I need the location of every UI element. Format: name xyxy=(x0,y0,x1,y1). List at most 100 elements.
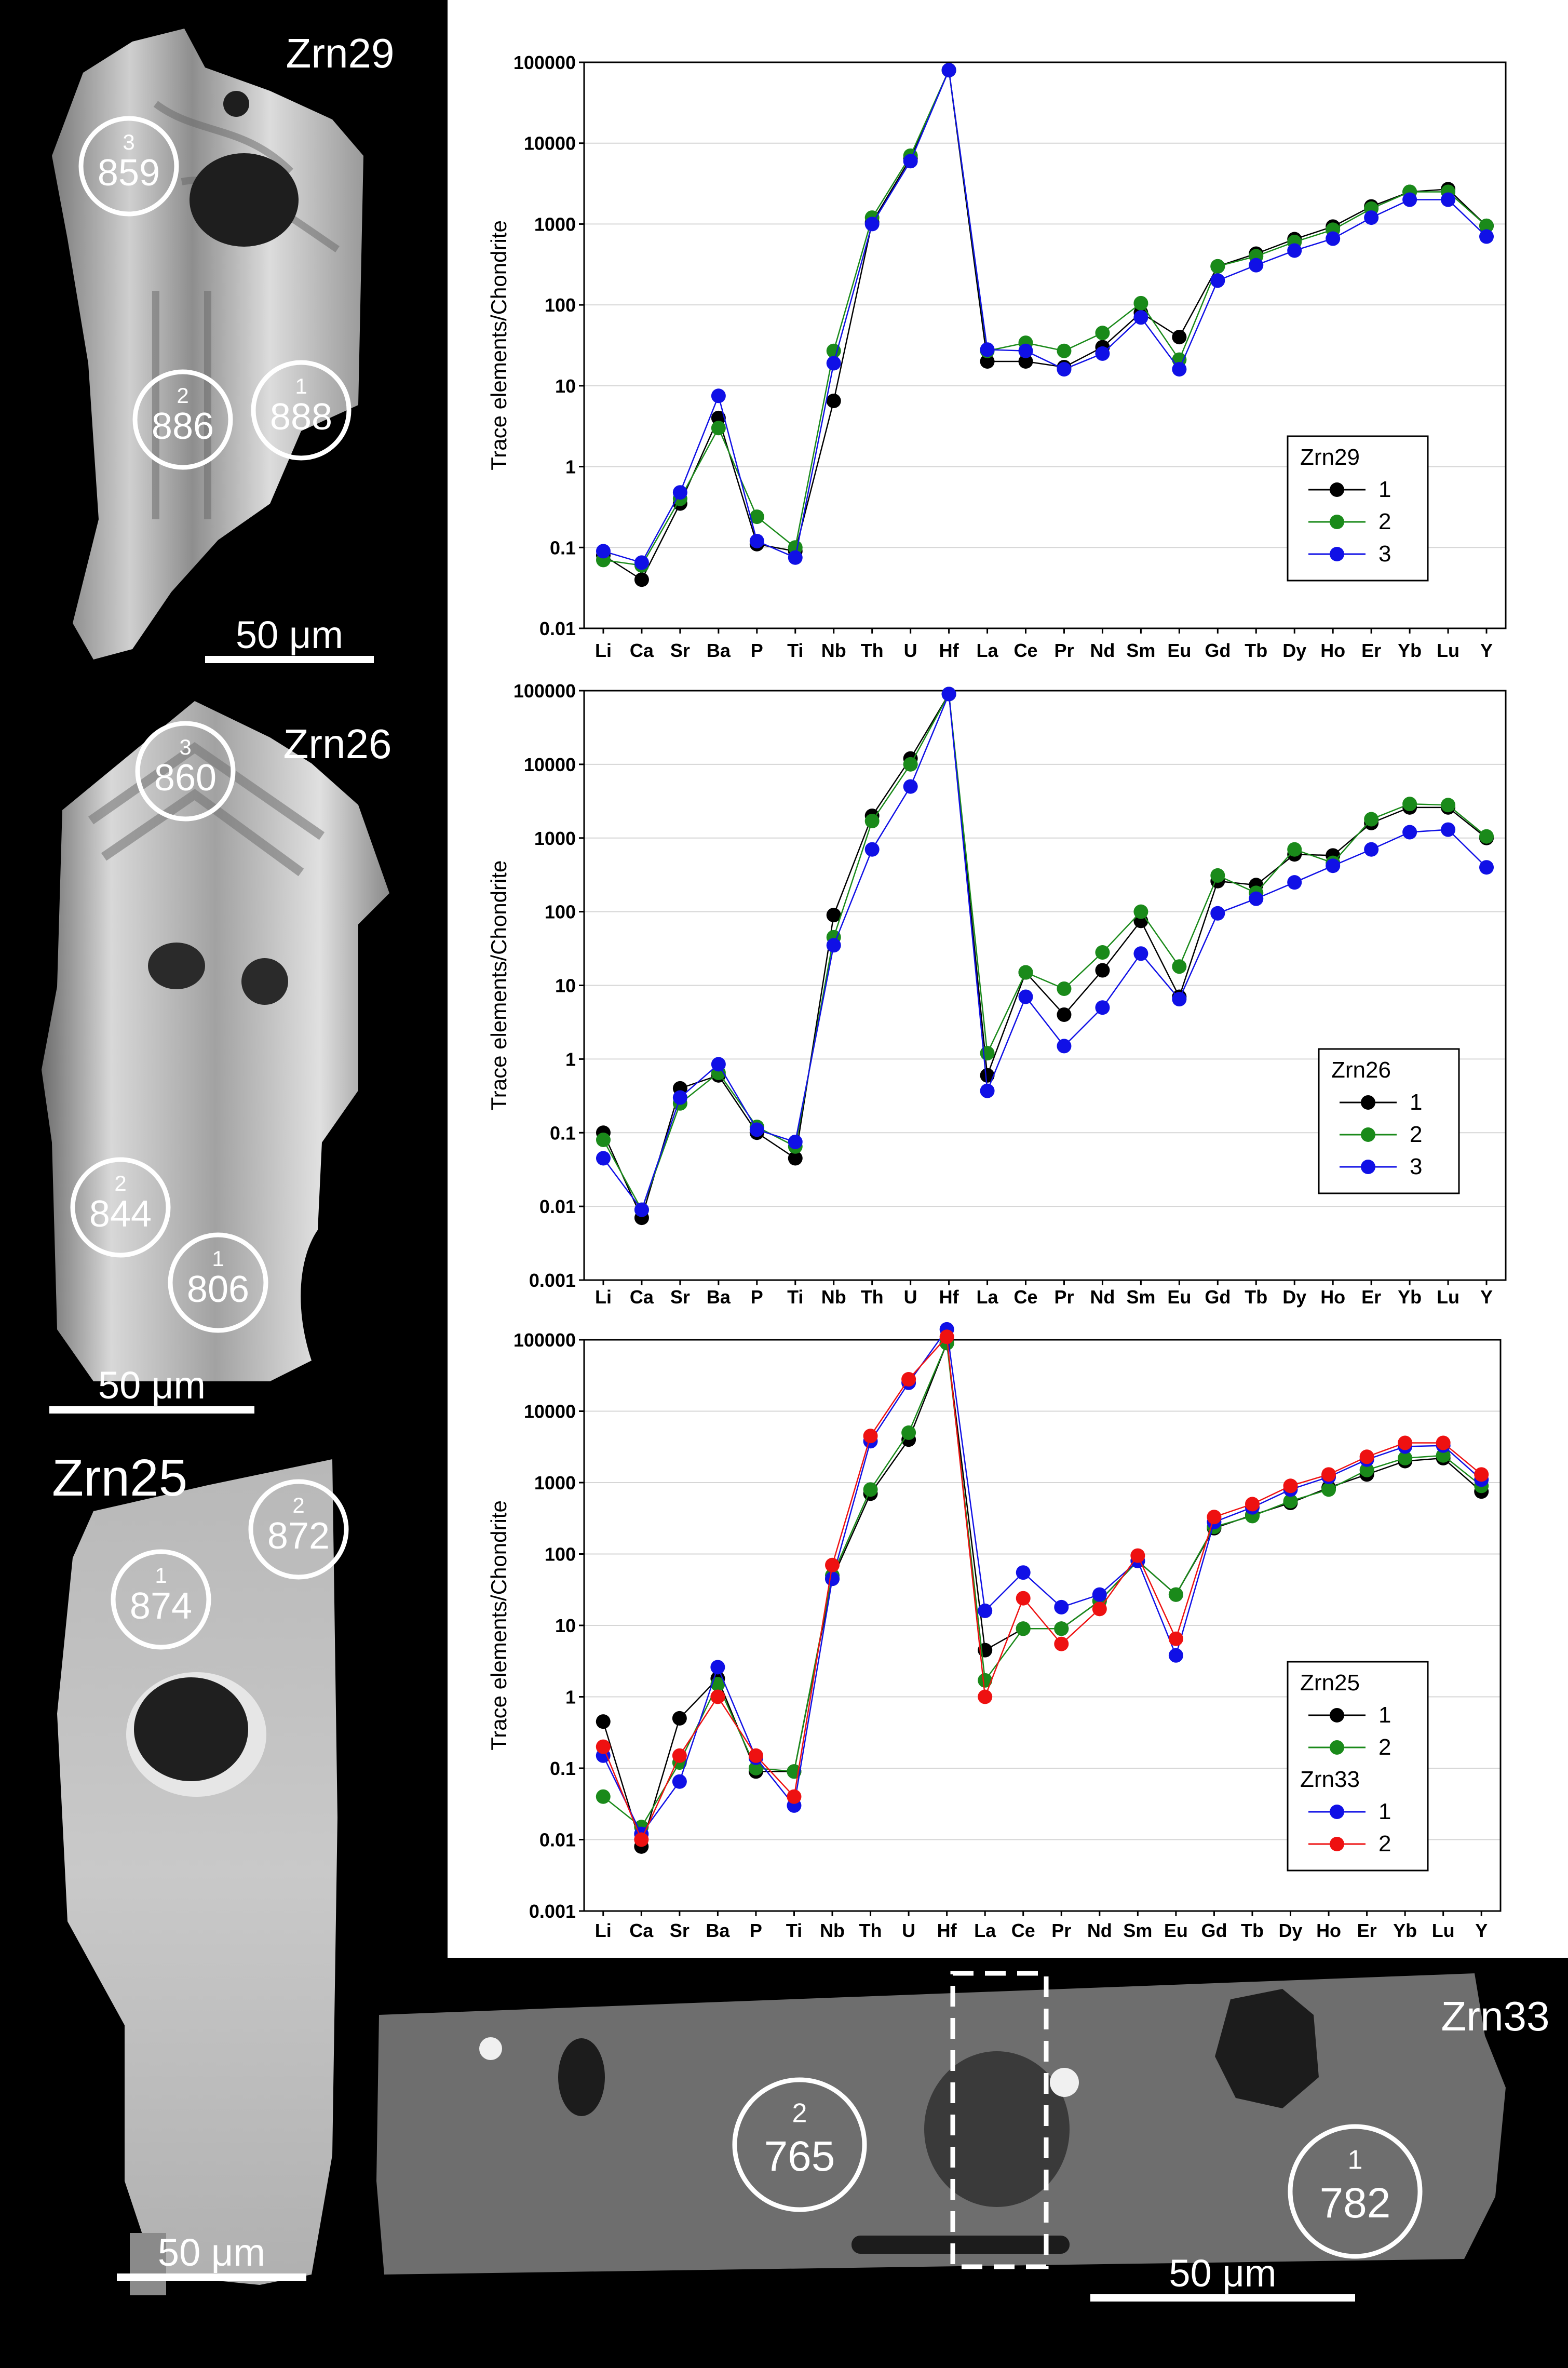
x-tick-label: Eu xyxy=(1164,1920,1188,1941)
crystal-zrn33-bright-spot xyxy=(479,2037,502,2060)
analysis-spot-circle xyxy=(1288,2124,1423,2259)
data-point xyxy=(1168,1631,1183,1646)
data-point xyxy=(1018,989,1033,1004)
plot-frame xyxy=(583,61,1507,629)
data-point xyxy=(1133,310,1148,325)
x-tick-label: Yb xyxy=(1398,1286,1422,1308)
legend-box xyxy=(1287,435,1429,582)
data-point xyxy=(941,63,956,78)
data-point xyxy=(980,354,995,369)
analysis-spot-circle xyxy=(732,2077,867,2212)
data-point xyxy=(1287,875,1302,890)
x-tick-label: Ca xyxy=(630,640,654,661)
x-tick-label: Hf xyxy=(939,640,959,661)
data-point xyxy=(1207,1510,1222,1525)
y-tick-label: 100 xyxy=(545,1544,576,1565)
x-tick-label: Ba xyxy=(707,1286,731,1308)
x-tick-label: P xyxy=(751,1286,763,1308)
data-point xyxy=(1016,1591,1031,1606)
x-tick-label: Lu xyxy=(1437,1286,1459,1308)
x-tick-label: U xyxy=(904,1286,917,1308)
data-point xyxy=(978,1689,993,1704)
analysis-spot-circle xyxy=(251,360,352,461)
data-point xyxy=(1057,362,1072,377)
x-tick-label: Ca xyxy=(630,1286,654,1308)
data-point xyxy=(1441,192,1456,207)
data-point xyxy=(1092,1602,1107,1617)
analysis-spot-age: 844 xyxy=(89,1193,152,1235)
y-tick-label: 10000 xyxy=(524,133,576,154)
legend-marker xyxy=(1361,1160,1375,1174)
x-tick-label: Ce xyxy=(1014,640,1038,661)
crystal-zrn33-fracture xyxy=(851,2236,1070,2254)
data-point xyxy=(1398,1435,1413,1450)
data-point xyxy=(596,1714,611,1729)
x-tick-label: Eu xyxy=(1167,640,1191,661)
legend-entry-label: 1 xyxy=(1410,1089,1422,1115)
legend-entry-label: 2 xyxy=(1378,1734,1391,1760)
data-point xyxy=(1326,858,1341,873)
data-point xyxy=(826,343,841,358)
data-point xyxy=(1398,1450,1413,1465)
data-point xyxy=(939,1329,954,1344)
data-point xyxy=(1245,1497,1260,1512)
x-tick-label: Sm xyxy=(1126,640,1155,661)
data-point xyxy=(1287,243,1302,258)
data-point xyxy=(1210,868,1225,883)
x-tick-label: Nb xyxy=(821,640,846,661)
data-point xyxy=(980,1046,995,1061)
x-tick-label: Nd xyxy=(1090,640,1115,661)
data-point xyxy=(1479,229,1494,244)
x-tick-label: Sm xyxy=(1126,1286,1155,1308)
x-tick-label: Pr xyxy=(1054,640,1074,661)
series-line xyxy=(603,68,1487,567)
crystal-zrn26-notch xyxy=(301,1215,358,1361)
x-tick-label: Gd xyxy=(1205,1286,1231,1308)
x-tick-label: Tb xyxy=(1241,1920,1264,1941)
data-point xyxy=(710,1677,725,1692)
analysis-spot-age: 886 xyxy=(152,406,214,447)
data-point xyxy=(672,485,687,500)
data-point xyxy=(1283,1478,1298,1494)
data-point xyxy=(788,550,803,565)
crystal-zrn25-fragment xyxy=(130,2233,166,2295)
data-point xyxy=(903,757,918,772)
x-tick-label: Th xyxy=(859,1920,882,1941)
data-point xyxy=(711,410,726,425)
legend-marker xyxy=(1330,547,1344,561)
legend-marker xyxy=(1330,1740,1344,1755)
data-point xyxy=(864,814,880,829)
legend-title: Zrn33 xyxy=(1300,1767,1360,1792)
data-point xyxy=(711,421,726,436)
crystal-zrn25-body xyxy=(57,1459,337,2285)
x-tick-label: Ti xyxy=(787,1286,803,1308)
data-point xyxy=(826,908,841,923)
data-point xyxy=(711,388,726,403)
legend-title: Zrn25 xyxy=(1300,1670,1360,1696)
data-point xyxy=(1287,842,1302,857)
data-point xyxy=(1095,1000,1110,1015)
x-tick-label: Ca xyxy=(629,1920,654,1941)
data-point xyxy=(864,842,880,857)
y-tick-label: 0.001 xyxy=(529,1270,576,1291)
data-point xyxy=(1016,1565,1031,1580)
x-tick-label: Nd xyxy=(1090,1286,1115,1308)
data-point xyxy=(1095,346,1110,361)
data-point xyxy=(863,1429,878,1444)
analysis-spot-circle xyxy=(135,721,236,822)
data-point xyxy=(1018,965,1033,980)
y-tick-label: 1 xyxy=(565,1687,576,1708)
x-tick-label: Dy xyxy=(1282,640,1306,661)
data-point xyxy=(1172,959,1187,974)
data-point xyxy=(1441,822,1456,837)
y-axis-label: Trace elements/Chondrite xyxy=(486,1500,511,1751)
series-green xyxy=(596,1336,1489,1835)
crystal-label: Zrn29 xyxy=(286,30,395,76)
y-tick-label: 0.1 xyxy=(550,1758,576,1779)
analysis-spot-age: 860 xyxy=(154,757,217,799)
y-tick-label: 10000 xyxy=(524,754,576,775)
